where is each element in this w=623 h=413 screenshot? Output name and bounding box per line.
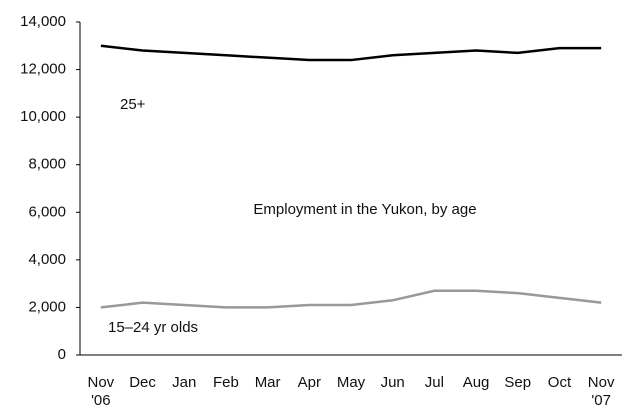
y-tick-label: 6,000 — [28, 203, 66, 220]
y-tick-label: 4,000 — [28, 251, 66, 268]
series-label: 25+ — [120, 96, 146, 113]
y-tick-label: 12,000 — [20, 61, 66, 78]
x-tick-label: Mar — [254, 374, 281, 391]
x-tick-label: Apr — [297, 374, 321, 391]
y-tick-label: 8,000 — [28, 156, 66, 173]
x-tick-label: Aug — [462, 374, 490, 391]
x-tick-label: Nov '07 — [587, 374, 615, 409]
x-tick-label: Dec — [129, 374, 156, 391]
series-line — [100, 289, 602, 309]
x-tick-label: Jul — [424, 374, 444, 391]
x-tick-label: Sep — [504, 374, 532, 391]
x-tick-label: Feb — [212, 374, 239, 391]
y-tick-label: 10,000 — [20, 108, 66, 125]
x-tick-label: Jun — [380, 374, 405, 391]
y-tick-label: 0 — [58, 346, 66, 363]
series-line — [100, 44, 602, 62]
chart-title: Employment in the Yukon, by age — [253, 201, 476, 218]
x-tick-label: Nov '06 — [87, 374, 115, 409]
y-tick-label: 14,000 — [20, 13, 66, 30]
y-tick-label: 2,000 — [28, 298, 66, 315]
x-tick-label: Jan — [172, 374, 197, 391]
series-label: 15–24 yr olds — [108, 319, 198, 336]
x-tick-label: Oct — [547, 374, 572, 391]
x-tick-label: May — [336, 374, 366, 391]
